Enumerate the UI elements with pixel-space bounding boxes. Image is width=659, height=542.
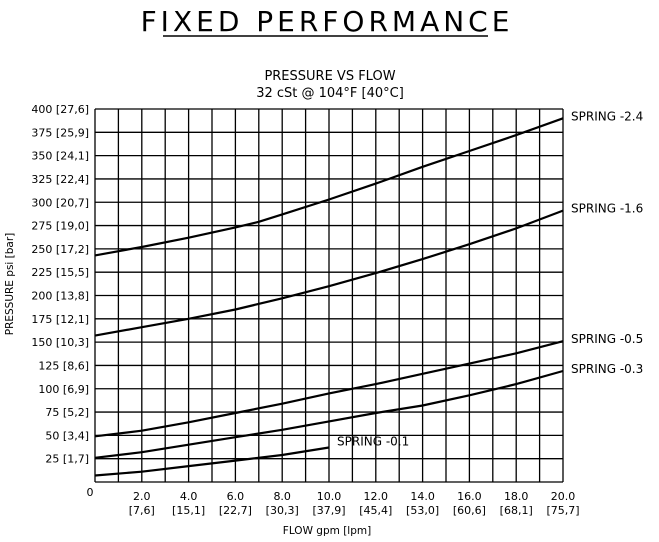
y-tick-label: 225 [15,5] bbox=[31, 266, 89, 279]
chart-subtitle: 32 cSt @ 104°F [40°C] bbox=[256, 86, 404, 101]
x-tick-label: 18.0 bbox=[504, 490, 529, 503]
x-tick-label: 16.0 bbox=[457, 490, 482, 503]
x-tick-label: 6.0 bbox=[227, 490, 245, 503]
series-labels: SPRING -2.4 SPRING -1.6 SPRING -0.5 SPRING … bbox=[337, 109, 643, 448]
x-tick-sublabel: [15,1] bbox=[172, 504, 205, 517]
x-tick-label: 8.0 bbox=[273, 490, 291, 503]
x-tick-label: 10.0 bbox=[317, 490, 342, 503]
series-label: SPRING -2.4 bbox=[571, 109, 643, 123]
x-tick-sublabel: [75,7] bbox=[546, 504, 579, 517]
origin-label: 0 bbox=[87, 486, 94, 499]
x-tick-label: 2.0 bbox=[133, 490, 151, 503]
x-axis-label: FLOW gpm [lpm] bbox=[283, 525, 371, 537]
y-tick-label: 300 [20,7] bbox=[31, 196, 89, 209]
x-tick-sublabel: [22,7] bbox=[219, 504, 252, 517]
y-tick-label: 250 [17,2] bbox=[31, 243, 89, 256]
x-tick-label: 12.0 bbox=[364, 490, 389, 503]
x-tick-label: 14.0 bbox=[410, 490, 435, 503]
series-curves bbox=[94, 117, 564, 477]
x-tick-sublabel: [37,9] bbox=[312, 504, 345, 517]
series-line bbox=[94, 209, 564, 337]
series-label: SPRING -0.5 bbox=[571, 332, 643, 346]
series-line bbox=[94, 369, 564, 459]
y-tick-label: 275 [19,0] bbox=[31, 220, 89, 233]
series-label: SPRING -0.1 bbox=[337, 434, 409, 448]
x-tick-sublabel: [30,3] bbox=[266, 504, 299, 517]
y-axis-label: PRESSURE psi [bar] bbox=[4, 233, 16, 336]
page-title: FIXED PERFORMANCE bbox=[141, 5, 514, 38]
x-tick-label: 20.0 bbox=[551, 490, 576, 503]
y-tick-label: 50 [3,4] bbox=[45, 429, 89, 442]
chart-title: PRESSURE VS FLOW bbox=[264, 69, 395, 84]
y-tick-label: 375 [25,9] bbox=[31, 126, 89, 139]
y-tick-label: 100 [6,9] bbox=[38, 383, 89, 396]
y-tick-label: 125 [8,6] bbox=[38, 359, 89, 372]
x-tick-sublabel: [68,1] bbox=[500, 504, 533, 517]
y-tick-label: 75 [5,2] bbox=[45, 406, 89, 419]
x-tick-sublabel: [45,4] bbox=[359, 504, 392, 517]
series-line bbox=[94, 117, 564, 257]
series-line bbox=[94, 340, 564, 438]
series-line bbox=[94, 446, 330, 477]
x-tick-label: 4.0 bbox=[180, 490, 198, 503]
y-tick-label: 25 [1,7] bbox=[45, 453, 89, 466]
grid bbox=[94, 108, 564, 483]
y-tick-label: 200 [13,8] bbox=[31, 290, 89, 303]
x-tick-sublabel: [7,6] bbox=[129, 504, 155, 517]
x-tick-sublabel: [53,0] bbox=[406, 504, 439, 517]
x-axis-ticks: 2.0[7,6]4.0[15,1]6.0[22,7]8.0[30,3]10.0[… bbox=[129, 490, 580, 517]
series-label: SPRING -0.3 bbox=[571, 362, 643, 376]
y-tick-label: 325 [22,4] bbox=[31, 173, 89, 186]
series-label: SPRING -1.6 bbox=[571, 202, 643, 216]
y-axis-ticks: 25 [1,7] 50 [3,4] 75 [5,2] 100 [6,9] 125 [8,… bbox=[31, 103, 89, 466]
y-tick-label: 400 [27,6] bbox=[31, 103, 89, 116]
y-tick-label: 150 [10,3] bbox=[31, 336, 89, 349]
x-tick-sublabel: [60,6] bbox=[453, 504, 486, 517]
y-tick-label: 350 [24,1] bbox=[31, 150, 89, 163]
y-tick-label: 175 [12,1] bbox=[31, 313, 89, 326]
